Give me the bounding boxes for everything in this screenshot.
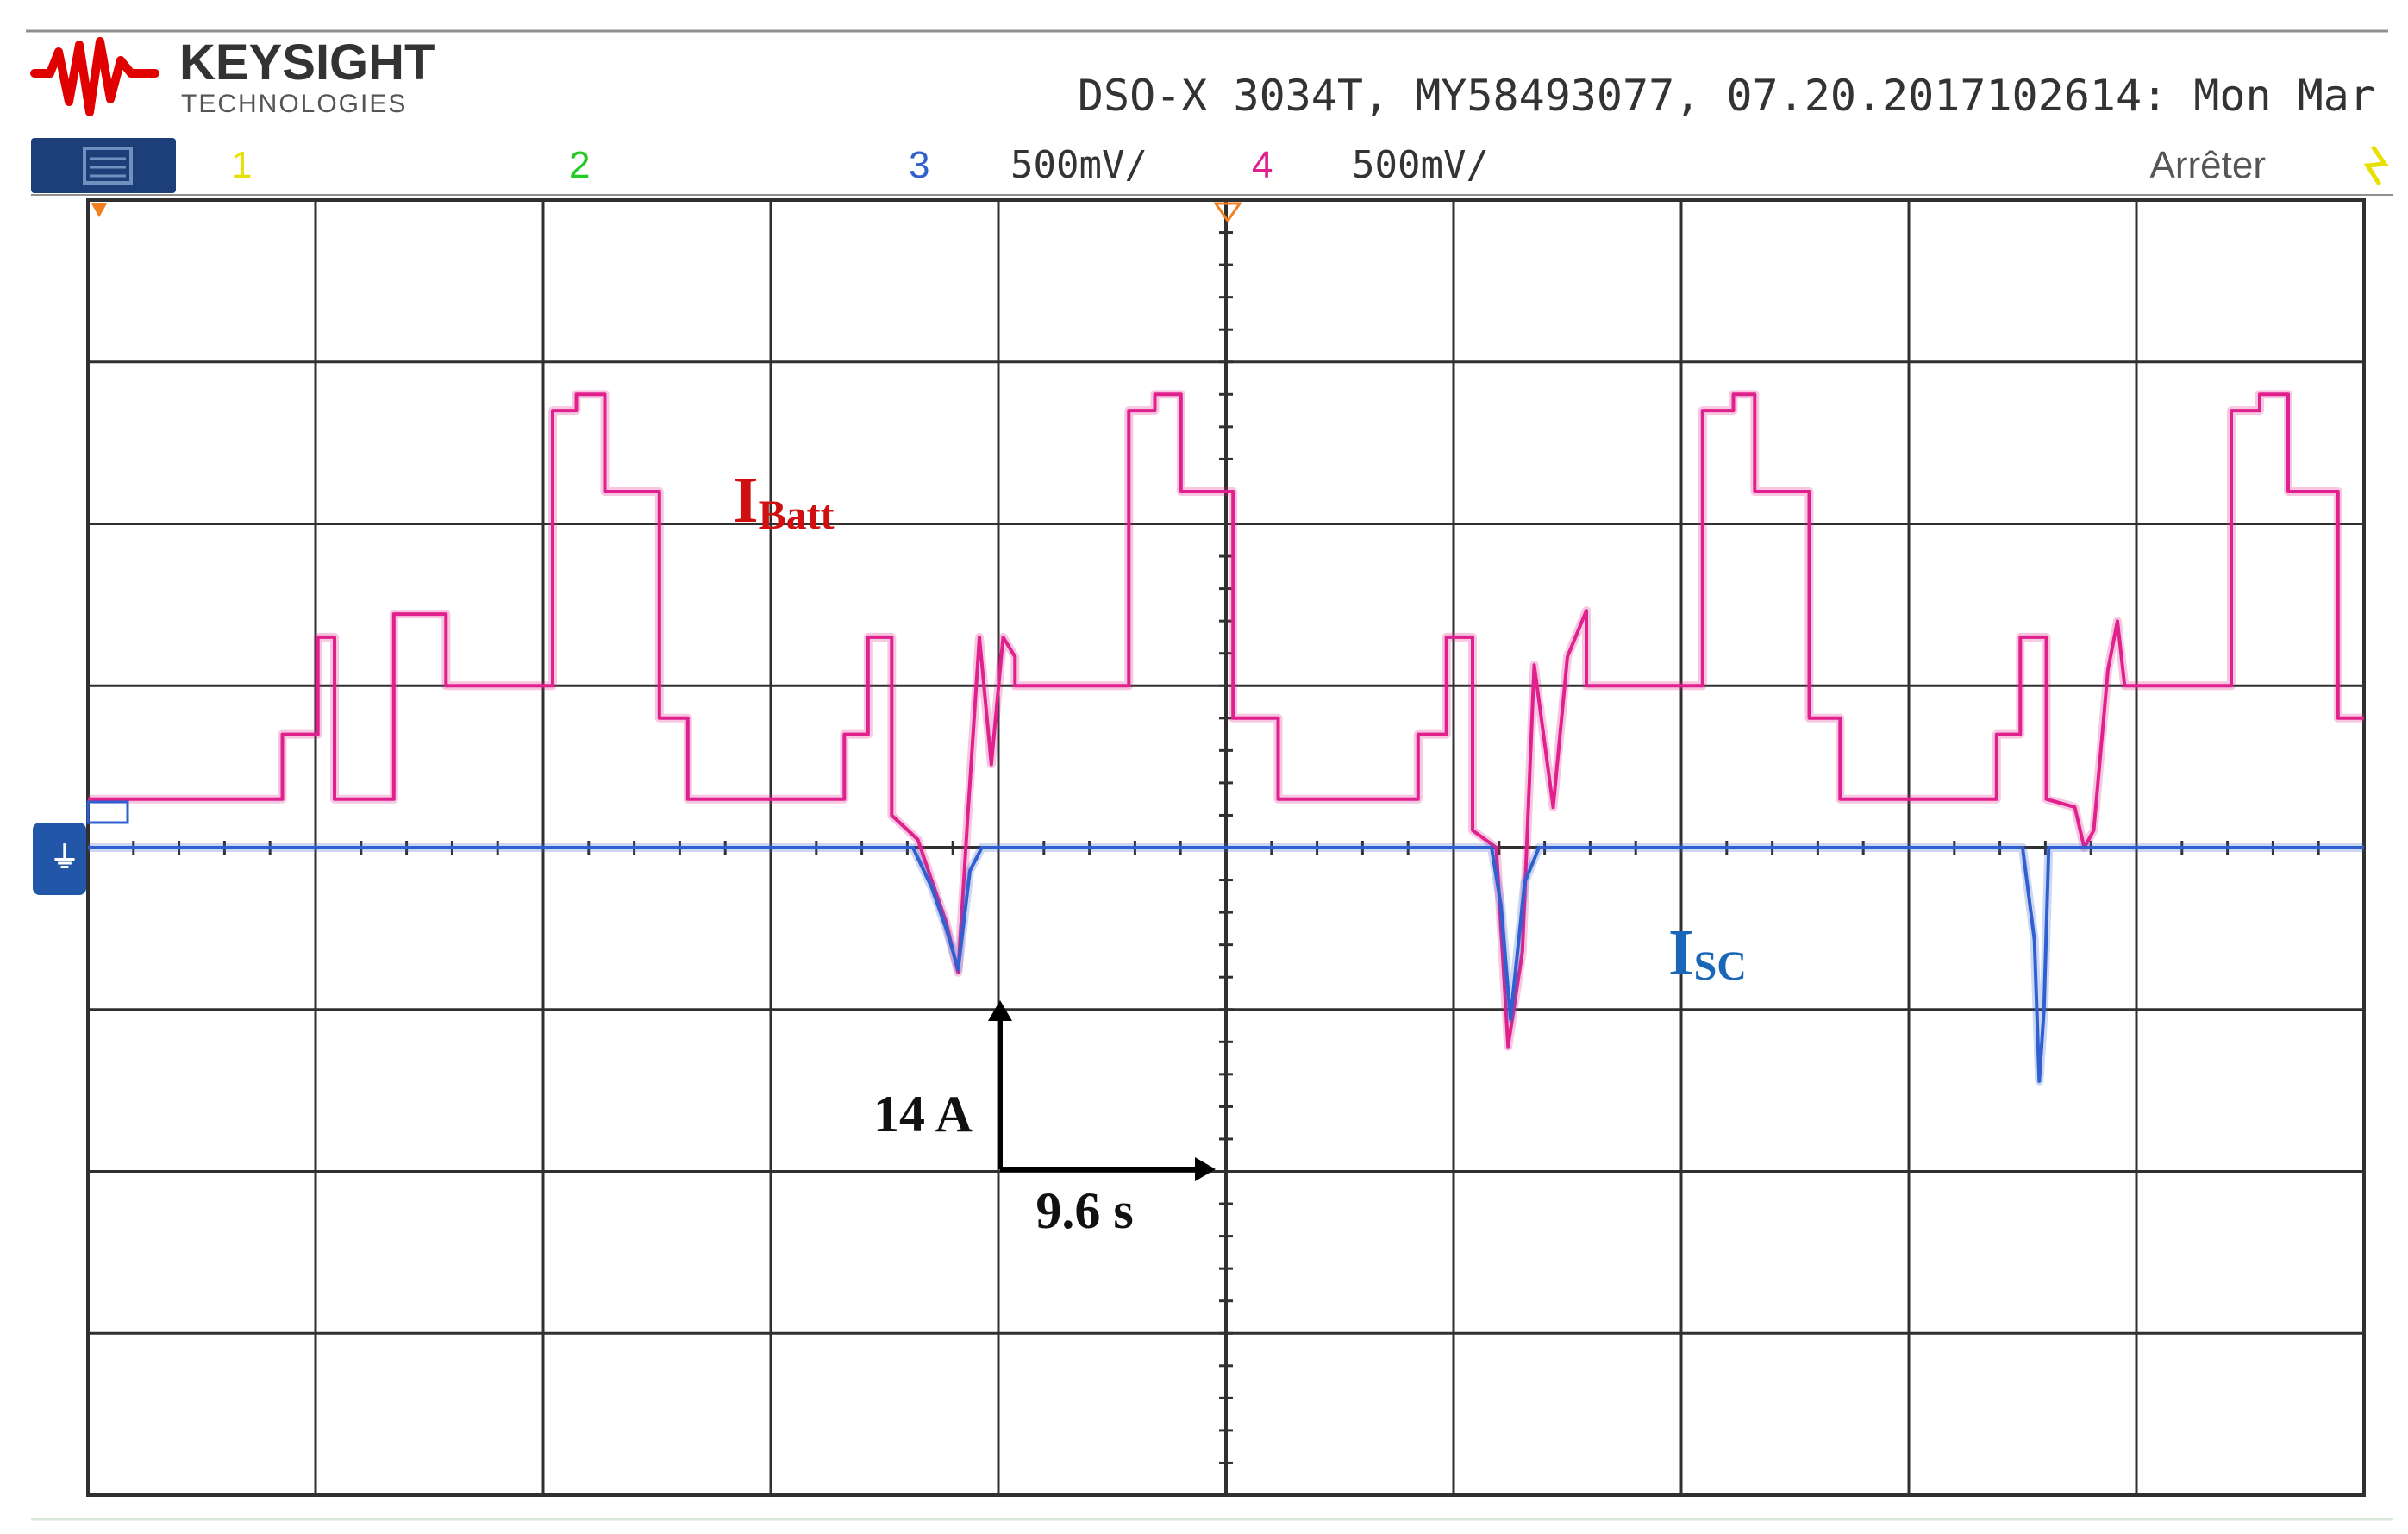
trace-ibatt [88,392,2364,1049]
trigger-mode-icon [2363,145,2389,186]
channel-2-label[interactable]: 2 [569,144,590,186]
horizontal-scale-label: 9.6 s [1035,1182,1133,1239]
channel-4-label[interactable]: 4 [1252,144,1273,186]
trigger-center-icon [1213,202,1242,223]
menu-icon[interactable] [83,147,133,185]
channel-3-offset-marker [86,800,129,824]
ground-reference-icon[interactable]: ⏚ [33,823,86,895]
ground-marker-body[interactable] [33,823,86,895]
keysight-wave-logo [30,37,159,116]
ground-marker-glyph: ⏚ [50,842,79,874]
menu-button-background[interactable] [31,138,176,193]
vertical-scale-label: 14 A [873,1086,973,1143]
brand-logo: KEYSIGHT TECHNOLOGIES [30,34,435,118]
channel-bar-background [31,136,2393,195]
plot-area [86,198,2366,1497]
brand-subtitle: TECHNOLOGIES [181,90,407,118]
channel-3-scale[interactable]: 500mV/ [1010,143,1148,187]
horizontal-scale-arrowhead [1195,1157,1216,1181]
sc-current-label: ISC [1668,917,1747,989]
scale-indicator: 14 A 9.6 s [873,1000,1216,1239]
vertical-scale-arrowhead [988,1000,1012,1021]
traces [88,390,2364,1086]
channel-1-label[interactable]: 1 [231,144,252,186]
run-stop-status[interactable]: Arrêter [2150,144,2266,186]
trace-isc [88,846,2364,1083]
trigger-position-icon [91,203,107,217]
channel-3-label[interactable]: 3 [909,144,929,186]
brand-name: KEYSIGHT [179,34,435,91]
channel-status-bar: 1 2 3 500mV/ 4 500mV/ Arrêter [31,136,2393,196]
channel-4-scale[interactable]: 500mV/ [1352,143,1489,187]
menu-button[interactable] [31,138,176,193]
instrument-info: DSO-X 3034T, MY58493077, 07.20.201710261… [1078,71,2375,121]
batt-current-label: IBatt [733,464,835,538]
